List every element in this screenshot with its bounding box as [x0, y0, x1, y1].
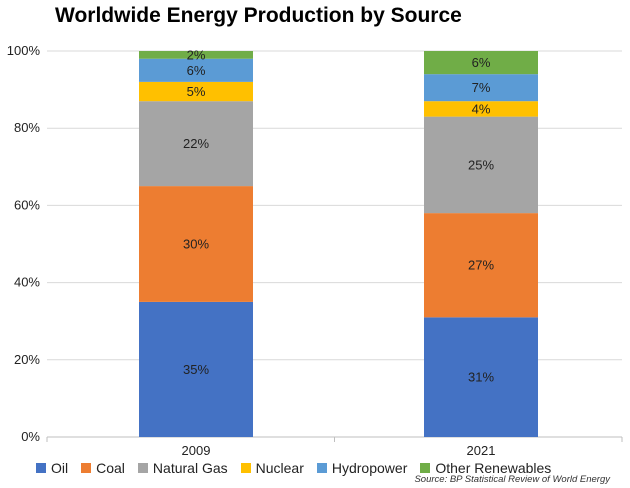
bar-segment	[424, 74, 538, 102]
legend-item: Hydropower	[316, 460, 408, 476]
x-category-label: 2009	[182, 443, 211, 458]
legend-label: Other Renewables	[435, 460, 552, 476]
bar-segment	[139, 81, 253, 102]
data-label: 6%	[187, 63, 206, 78]
data-label: 2%	[187, 47, 206, 62]
data-label: 25%	[468, 157, 494, 172]
chart-title: Worldwide Energy Production by Source	[55, 4, 462, 27]
legend-swatch	[36, 463, 46, 473]
bar-segment	[139, 51, 253, 59]
legend-item: Coal	[81, 460, 125, 476]
data-label: 31%	[468, 370, 494, 385]
bar-segment	[424, 213, 538, 318]
legend-label: Coal	[96, 460, 125, 476]
legend-swatch	[420, 463, 431, 473]
legend-label: Nuclear	[255, 460, 304, 476]
legend-swatch	[81, 463, 92, 473]
bar-segment	[424, 101, 538, 117]
y-tick-label: 20%	[14, 352, 40, 367]
bar-segment	[139, 58, 253, 82]
y-tick-label: 60%	[14, 197, 40, 212]
source-note: Source: BP Statistical Review of World E…	[414, 474, 610, 485]
legend-label: Hydropower	[331, 460, 408, 476]
bar-segment	[424, 116, 538, 214]
chart-legend: Oil Coal Natural Gas Nuclear Hydropower Other…	[36, 460, 551, 476]
bar-segment	[424, 51, 538, 75]
legend-label: Oil	[51, 460, 69, 476]
data-label: 35%	[183, 362, 209, 377]
data-label: 22%	[183, 136, 209, 151]
data-label: 27%	[468, 258, 494, 273]
data-label: 7%	[472, 80, 491, 95]
legend-item: Other Renewables	[420, 460, 551, 476]
legend-item: Natural Gas	[137, 460, 228, 476]
bar-segment	[139, 301, 253, 437]
legend-item: Oil	[36, 460, 68, 476]
legend-swatch	[316, 463, 327, 473]
x-category-label: 2021	[467, 443, 496, 458]
y-tick-label: 0%	[21, 429, 40, 444]
legend-swatch	[137, 463, 148, 473]
y-tick-label: 80%	[14, 120, 40, 135]
y-tick-label: 100%	[7, 43, 41, 58]
data-label: 5%	[187, 84, 206, 99]
bar-segment	[139, 101, 253, 187]
y-tick-label: 40%	[14, 275, 40, 290]
data-label: 6%	[472, 55, 491, 70]
legend-item: Nuclear	[240, 460, 304, 476]
legend-label: Natural Gas	[152, 460, 228, 476]
data-label: 30%	[183, 237, 209, 252]
data-label: 4%	[472, 101, 491, 116]
legend-swatch	[240, 463, 251, 473]
bar-segment	[424, 317, 538, 437]
bar-segment	[139, 186, 253, 302]
